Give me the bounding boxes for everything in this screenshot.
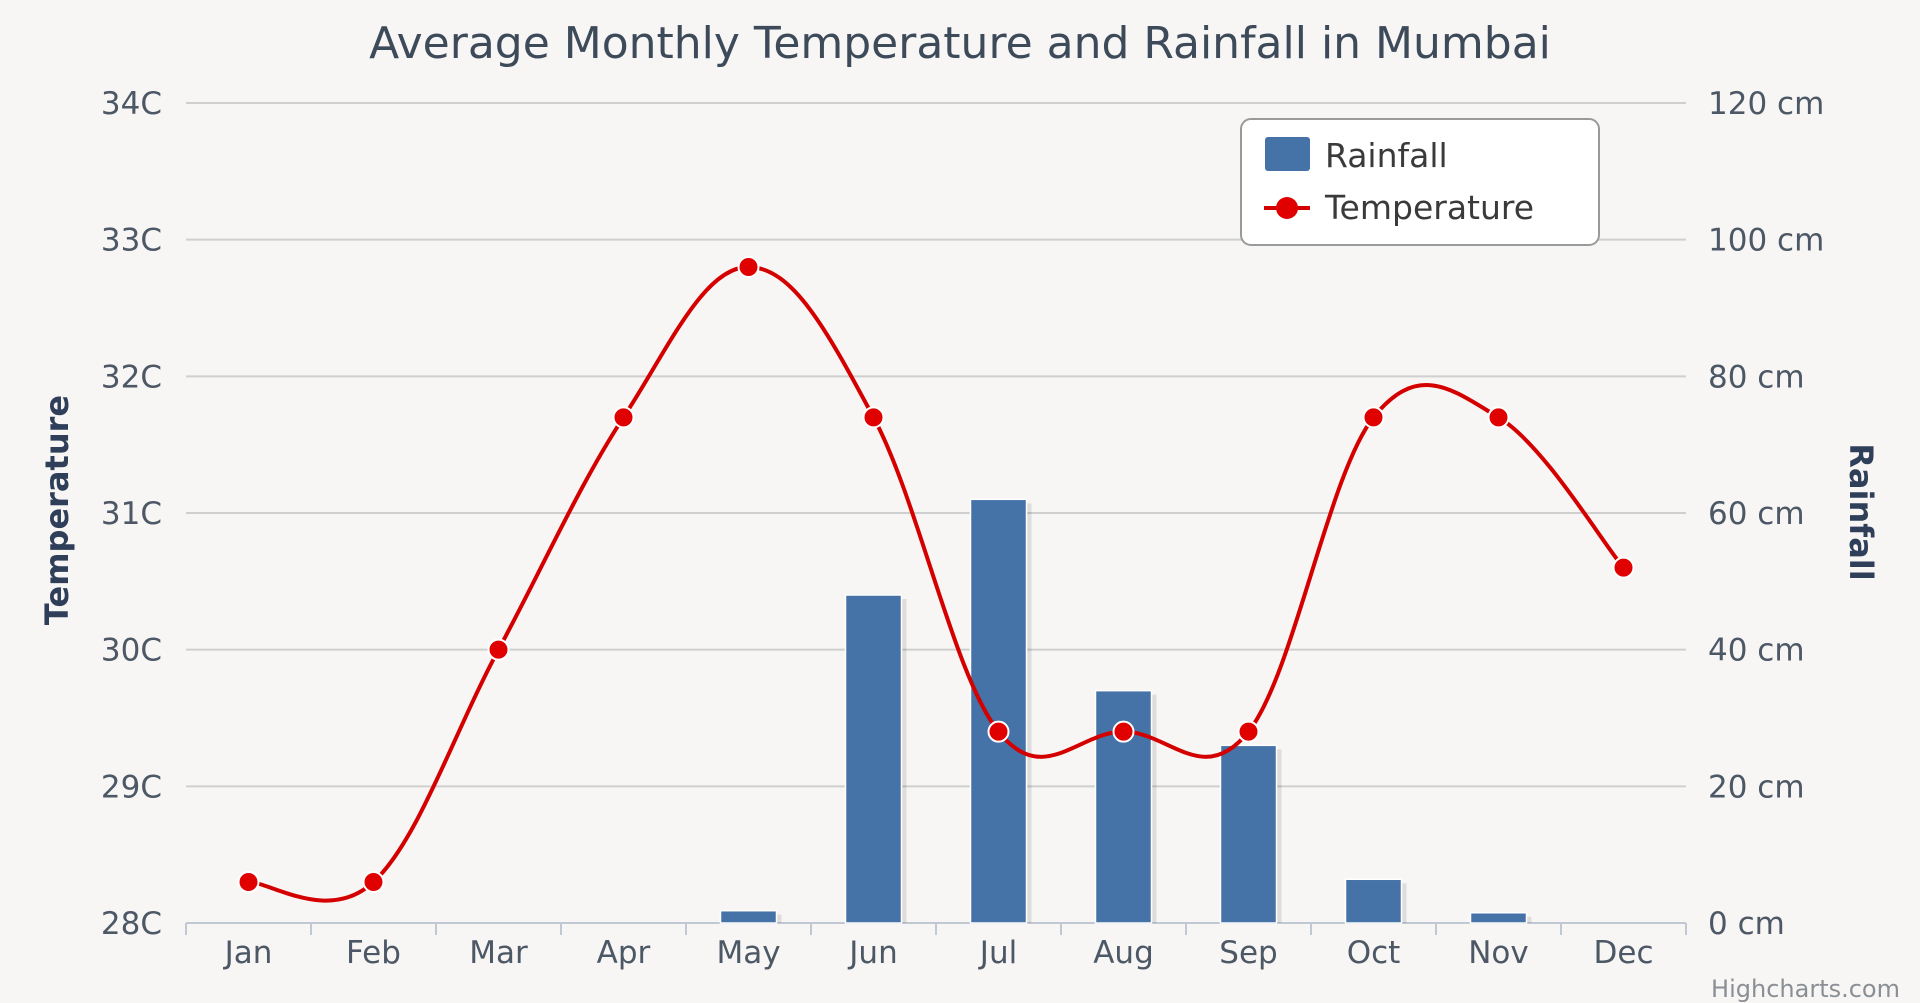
temperature-point — [612, 406, 635, 429]
right-tick-label: 120 cm — [1708, 86, 1824, 122]
temperature-spline — [248, 264, 1626, 903]
temperature-point — [1237, 720, 1260, 743]
rainfall-bar — [1219, 744, 1278, 924]
temperature-point — [1362, 406, 1385, 429]
rainfall-bar — [719, 909, 778, 924]
x-tick-label: Oct — [1347, 935, 1401, 971]
x-axis: Jan Feb Mar Apr May Jun Jul Aug Sep Oct Nov Dec — [185, 923, 1687, 971]
legend-rainfall-label[interactable]: Rainfall — [1325, 136, 1448, 175]
x-tick-label: May — [716, 935, 780, 971]
left-tick-label: 28C — [101, 906, 162, 942]
gridlines — [186, 102, 1686, 924]
x-tick-label: Nov — [1468, 935, 1529, 971]
rainfall-bar — [1344, 878, 1403, 924]
left-tick-label: 31C — [101, 496, 162, 532]
legend: Rainfall Temperature — [1240, 118, 1600, 246]
left-axis-title: Temperature — [38, 395, 76, 625]
rainfall-bar — [1469, 912, 1528, 924]
legend-rainfall-swatch[interactable] — [1265, 137, 1310, 171]
x-tick-label: Feb — [346, 935, 401, 971]
left-tick-label: 29C — [101, 769, 162, 805]
temperature-point — [987, 720, 1010, 743]
temperature-point — [1487, 406, 1510, 429]
temperature-point — [737, 256, 760, 278]
temperature-point — [362, 871, 385, 893]
temperature-point — [1612, 556, 1635, 579]
left-tick-label: 33C — [101, 223, 162, 259]
right-tick-label: 100 cm — [1708, 223, 1824, 259]
left-tick-label: 34C — [101, 86, 162, 122]
legend-temperature-label[interactable]: Temperature — [1324, 188, 1534, 227]
right-tick-label: 40 cm — [1708, 633, 1805, 669]
credits-link[interactable]: Highcharts.com — [1711, 975, 1900, 1003]
rainfall-bar — [844, 594, 903, 924]
x-tick-label: Jun — [847, 935, 897, 971]
rainfall-bar — [969, 498, 1028, 924]
rainfall-bars — [719, 498, 1532, 924]
right-tick-label: 80 cm — [1708, 359, 1805, 395]
temperature-point — [862, 406, 885, 429]
legend-temperature-marker[interactable] — [1276, 197, 1298, 219]
left-tick-label: 30C — [101, 633, 162, 669]
right-tick-label: 60 cm — [1708, 496, 1805, 532]
x-tick-label: Apr — [597, 935, 651, 971]
x-tick-label: Sep — [1219, 935, 1277, 971]
right-tick-label: 0 cm — [1708, 906, 1785, 942]
left-axis: 28C 29C 30C 31C 32C 33C 34C — [101, 86, 162, 942]
x-tick-label: Aug — [1093, 935, 1154, 971]
right-tick-label: 20 cm — [1708, 769, 1805, 805]
temperature-point — [1112, 720, 1135, 743]
x-tick-label: Dec — [1594, 935, 1654, 971]
right-axis-title: Rainfall — [1842, 443, 1880, 580]
right-axis: 0 cm 20 cm 40 cm 60 cm 80 cm 100 cm 120 cm — [1708, 86, 1824, 942]
x-tick-label: Jan — [223, 935, 273, 971]
temperature-point — [487, 638, 510, 661]
chart-title: Average Monthly Temperature and Rainfall… — [369, 18, 1551, 69]
temperature-line — [237, 256, 1635, 903]
x-tick-label: Mar — [469, 935, 528, 971]
x-tick-label: Jul — [978, 935, 1017, 971]
left-tick-label: 32C — [101, 359, 162, 395]
temperature-point — [237, 871, 260, 893]
legend-box — [1240, 118, 1600, 246]
